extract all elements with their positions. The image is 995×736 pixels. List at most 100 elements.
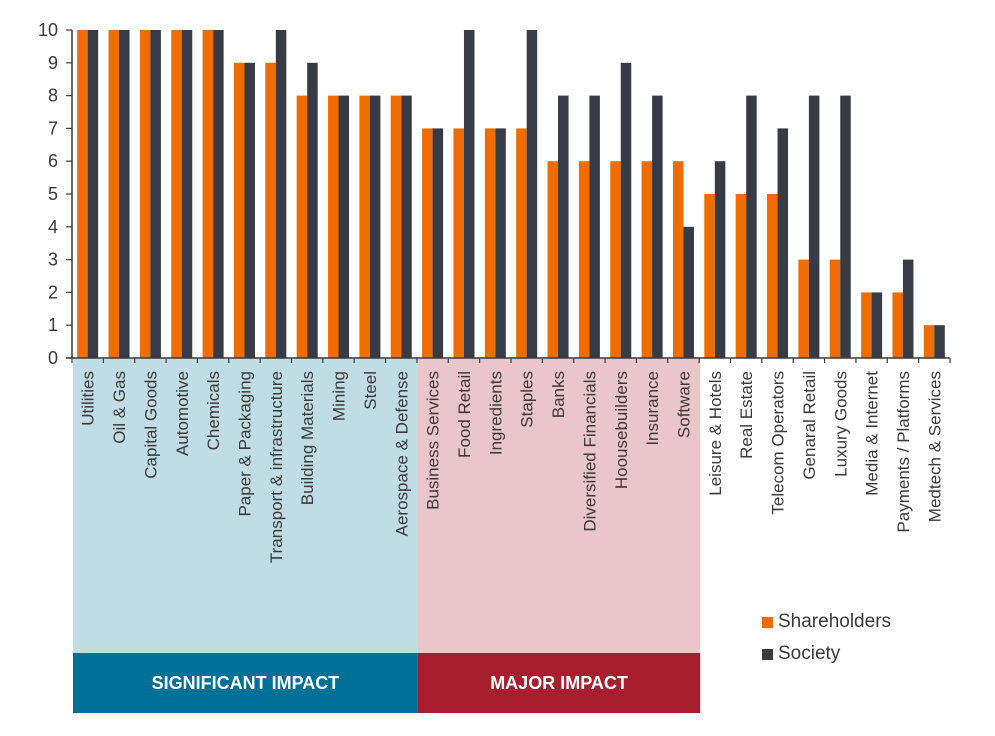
x-tick-label-luxury-goods: Luxury Goods	[831, 371, 850, 477]
bar-society-transport-infrastructure	[275, 30, 287, 358]
bar-society-automotive	[181, 30, 193, 358]
x-tick-label-ingredients: Ingredients	[486, 371, 505, 455]
bar-society-steel	[369, 95, 381, 358]
bar-shareholders-automotive	[171, 30, 182, 358]
bar-society-chemicals	[213, 30, 224, 358]
bar-shareholders-telecom-operators	[767, 194, 778, 358]
x-tick-label-utilities: Utilities	[79, 371, 98, 426]
x-tick-label-building-materials: Building Materials	[298, 371, 317, 505]
bar-shareholders-diversified-financials	[578, 161, 590, 358]
y-tick-label: 7	[48, 118, 58, 138]
bar-shareholders-utilities	[77, 30, 88, 358]
x-tick-label-telecom-operators: Telecom Operators	[769, 371, 788, 515]
group-label: MAJOR IMPACT	[490, 672, 628, 693]
x-tick-label-paper-packaging: Paper & Packaging	[235, 371, 254, 517]
x-tick-label-chemicals: Chemicals	[204, 371, 223, 450]
group-band-significant-impact	[73, 653, 418, 713]
bar-society-business-services	[432, 128, 444, 358]
bar-society-aerospace-defense	[401, 95, 412, 358]
bar-society-genaral-retail	[808, 95, 820, 358]
bar-shareholders-hoousebuilders	[610, 161, 621, 358]
x-tick-label-banks: Banks	[549, 371, 568, 418]
bar-shareholders-medtech-services	[923, 325, 935, 358]
x-tick-label-food-retail: Food Retail	[455, 371, 474, 458]
legend-swatch-society	[762, 648, 773, 660]
bar-society-paper-packaging	[244, 62, 255, 359]
bar-society-media-internet	[871, 292, 883, 358]
x-tick-label-aerospace-defense: Aerospace & Defense	[392, 371, 411, 536]
bar-shareholders-transport-infrastructure	[265, 62, 276, 359]
x-tick-label-payments-platforms: Payments / Platforms	[894, 371, 913, 533]
y-tick-labels: 0 1 2 3 4 5 6 7 8 9 10	[38, 20, 58, 368]
y-tick-label: 4	[48, 217, 58, 237]
bar-shareholders-media-internet	[861, 292, 872, 358]
bar-shareholders-payments-platforms	[892, 292, 903, 358]
group-band-major-impact	[417, 653, 701, 713]
bar-society-hoousebuilders	[620, 62, 632, 359]
bar-shareholders-insurance	[641, 161, 653, 358]
group-background-significant-impact	[73, 358, 418, 653]
bar-society-mining	[338, 95, 350, 358]
y-tick-label: 5	[48, 184, 58, 204]
bar-society-software	[683, 226, 694, 358]
x-tick-label-hoousebuilders: Hoousebuilders	[612, 371, 631, 489]
x-tick-labels: Utilities Oil & Gas Capital Goods Automotiv…	[79, 371, 945, 563]
bar-shareholders-steel	[359, 95, 370, 358]
x-tick-label-transport-infrastructure: Transport & infrastructure	[267, 371, 286, 563]
legend-item-shareholders: Shareholders	[762, 606, 891, 638]
legend-label: Society	[778, 643, 841, 664]
bar-society-banks	[558, 95, 569, 358]
bar-society-capital-goods	[150, 30, 161, 358]
bar-society-payments-platforms	[902, 259, 914, 358]
bar-society-building-materials	[307, 62, 318, 359]
bar-shareholders-luxury-goods	[829, 259, 841, 358]
x-tick-label-software: Software	[674, 371, 693, 438]
x-tick-label-automotive: Automotive	[173, 371, 192, 456]
x-tick-label-media-internet: Media & Internet	[863, 371, 882, 496]
bar-shareholders-paper-packaging	[233, 62, 245, 359]
bar-shareholders-real-estate	[735, 194, 747, 358]
bar-society-leisure-hotels	[714, 161, 726, 358]
x-tick-label-leisure-hotels: Leisure & Hotels	[706, 371, 725, 496]
bar-society-telecom-operators	[777, 128, 789, 358]
axes	[66, 29, 951, 363]
y-tick-label: 8	[48, 86, 58, 106]
bar-shareholders-ingredients	[484, 128, 496, 358]
bar-shareholders-genaral-retail	[798, 259, 809, 358]
bar-shareholders-software	[672, 161, 684, 358]
x-tick-label-staples: Staples	[518, 371, 537, 428]
x-tick-label-real-estate: Real Estate	[737, 371, 756, 459]
bar-society-insurance	[652, 95, 663, 358]
x-tick-label-diversified-financials: Diversified Financials	[580, 371, 599, 532]
bar-society-oil-gas	[119, 30, 130, 358]
bar-society-medtech-services	[934, 325, 945, 358]
legend-swatch-shareholders	[762, 616, 773, 628]
group-backgrounds	[73, 358, 701, 713]
x-tick-label-oil-gas: Oil & Gas	[110, 371, 129, 444]
bar-shareholders-aerospace-defense	[390, 95, 402, 358]
bar-shareholders-building-materials	[296, 95, 308, 358]
bar-society-real-estate	[746, 95, 757, 358]
x-tick-label-business-services: Business Services	[424, 371, 443, 510]
bar-shareholders-business-services	[422, 128, 433, 358]
bar-society-food-retail	[463, 30, 475, 358]
bar-society-ingredients	[495, 128, 506, 358]
legend: Shareholders Society	[762, 606, 891, 670]
x-tick-label-insurance: Insurance	[643, 371, 662, 446]
y-tick-label: 6	[48, 151, 58, 171]
x-tick-label-capital-goods: Capital Goods	[141, 371, 160, 479]
legend-item-society: Society	[762, 638, 891, 670]
bar-shareholders-mining	[328, 95, 339, 358]
bar-society-luxury-goods	[840, 95, 851, 358]
y-tick-label: 9	[48, 53, 58, 73]
bar-shareholders-capital-goods	[139, 30, 151, 358]
x-tick-label-genaral-retail: Genaral Retail	[800, 371, 819, 480]
bar-shareholders-banks	[547, 161, 559, 358]
y-tick-label: 2	[48, 282, 58, 302]
bar-shareholders-staples	[516, 128, 527, 358]
x-tick-label-mining: Mining	[330, 371, 349, 421]
bar-society-diversified-financials	[589, 95, 600, 358]
y-tick-label: 10	[38, 20, 58, 40]
bar-shareholders-leisure-hotels	[704, 194, 715, 358]
